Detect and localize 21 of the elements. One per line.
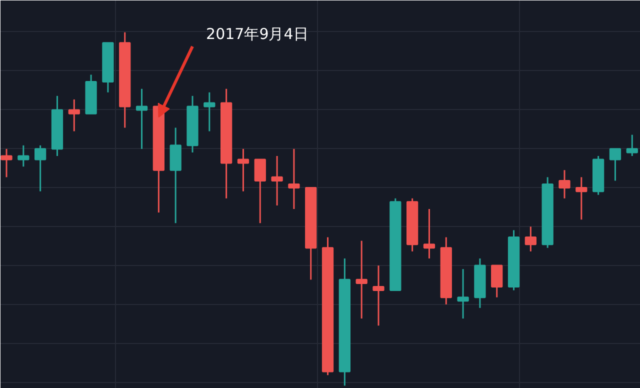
candlestick xyxy=(288,148,300,210)
candlestick xyxy=(524,226,536,252)
candlestick xyxy=(558,169,570,200)
annotation: 2017年9月4日 xyxy=(206,25,308,44)
candlestick xyxy=(576,176,588,220)
candlestick xyxy=(271,155,283,206)
candlestick xyxy=(423,208,436,260)
candlestick xyxy=(237,148,250,192)
candlestick xyxy=(18,144,30,168)
candlestick xyxy=(68,98,80,132)
candlestick xyxy=(34,144,46,192)
candlestick xyxy=(356,240,368,320)
candlestick xyxy=(204,92,216,132)
candlestick xyxy=(491,264,503,298)
candlestick xyxy=(457,268,469,320)
candlestick xyxy=(372,264,384,326)
candlestick xyxy=(626,134,638,157)
candlestick xyxy=(254,158,266,224)
candlestick xyxy=(0,148,12,178)
candlestick xyxy=(609,148,622,182)
candlestick xyxy=(136,88,148,150)
